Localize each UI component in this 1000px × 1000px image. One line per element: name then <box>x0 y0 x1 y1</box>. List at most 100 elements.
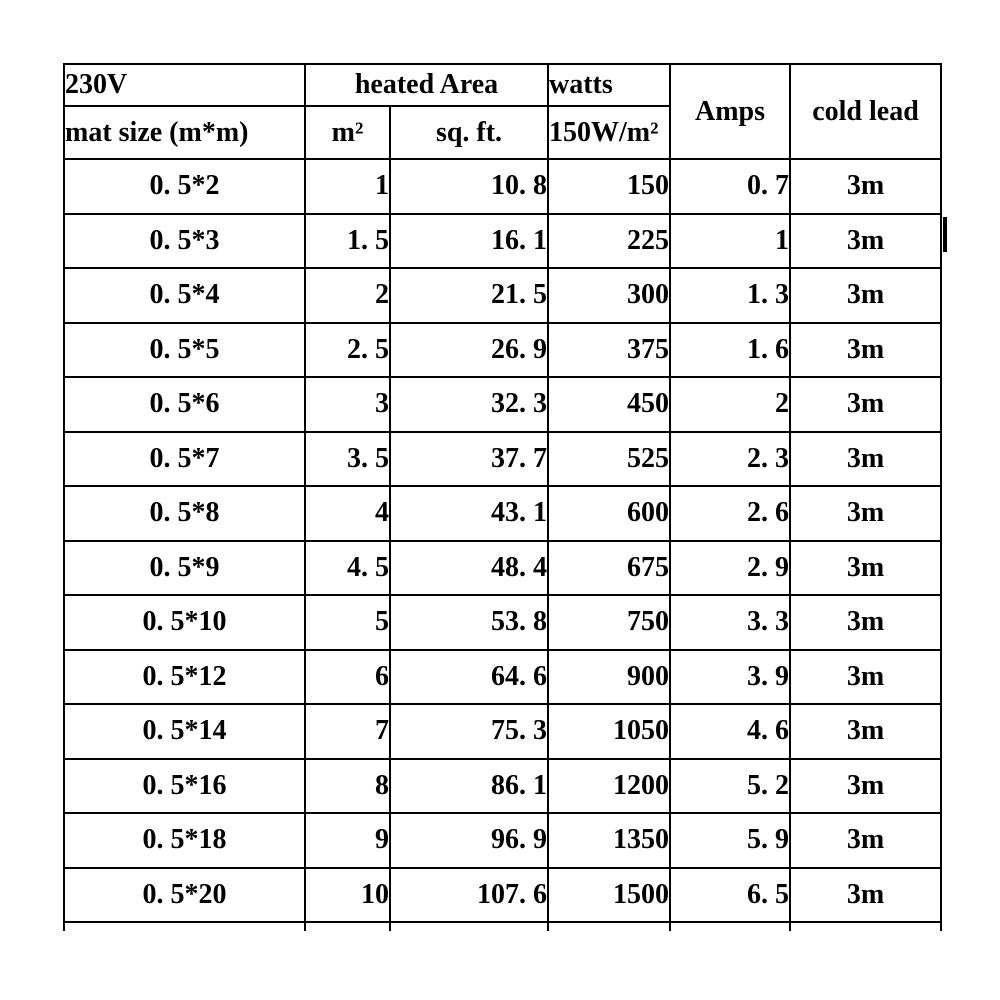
table-row: 0. 5*6 3 32. 3 450 2 3m <box>63 376 942 433</box>
table-cell: 26. 9 <box>389 321 549 378</box>
table-cell: 3m <box>789 757 942 814</box>
table-cell: 2. 9 <box>669 539 791 596</box>
table-cell: 0. 7 <box>669 158 791 215</box>
table-row: 0. 5*16 8 86. 1 1200 5. 2 3m <box>63 757 942 814</box>
table-cell: 300 <box>547 267 671 324</box>
table-cell: 4. 5 <box>304 539 391 596</box>
table-cell: 600 <box>547 485 671 542</box>
table-cell: 1. 5 <box>304 212 391 269</box>
table-cell: 4 <box>304 485 391 542</box>
stub-cell <box>547 921 671 931</box>
table-cell: 3m <box>789 703 942 760</box>
header-heated-area: heated Area <box>304 63 549 107</box>
table-row: 0. 5*4 2 21. 5 300 1. 3 3m <box>63 267 942 324</box>
table-row: 0. 5*5 2. 5 26. 9 375 1. 6 3m <box>63 321 942 378</box>
table-cell: 0. 5*7 <box>63 430 306 487</box>
table-cell: 3. 9 <box>669 648 791 705</box>
table-cell: 3 <box>304 376 391 433</box>
table-cell: 10. 8 <box>389 158 549 215</box>
header-watts-density: 150W/m² <box>547 105 671 160</box>
table-cell: 0. 5*10 <box>63 594 306 651</box>
header-m2: m² <box>304 105 391 160</box>
table-cell: 900 <box>547 648 671 705</box>
stub-cell <box>63 921 306 931</box>
table-row: 0. 5*10 5 53. 8 750 3. 3 3m <box>63 594 942 651</box>
table-cell: 3. 5 <box>304 430 391 487</box>
table-cell: 0. 5*6 <box>63 376 306 433</box>
table-cell: 43. 1 <box>389 485 549 542</box>
table-cell: 86. 1 <box>389 757 549 814</box>
table-cell: 3m <box>789 594 942 651</box>
table-cell: 3m <box>789 212 942 269</box>
stub-cell <box>389 921 549 931</box>
table-cell: 1500 <box>547 866 671 923</box>
table-cell: 0. 5*2 <box>63 158 306 215</box>
table-cell: 2. 3 <box>669 430 791 487</box>
spec-table: 230V heated Area watts Amps cold lead ma… <box>63 63 942 931</box>
stub-cell <box>304 921 391 931</box>
table-cell: 9 <box>304 812 391 869</box>
table-cell: 32. 3 <box>389 376 549 433</box>
table-cell: 5. 2 <box>669 757 791 814</box>
table-cell: 1050 <box>547 703 671 760</box>
table-cell: 4. 6 <box>669 703 791 760</box>
table-cell: 2 <box>304 267 391 324</box>
table-cell: 6. 5 <box>669 866 791 923</box>
table-cell: 450 <box>547 376 671 433</box>
table-cell: 5. 9 <box>669 812 791 869</box>
table-cell: 0. 5*14 <box>63 703 306 760</box>
table-cell: 3m <box>789 267 942 324</box>
cutoff-stub-row <box>63 921 942 931</box>
table-cell: 0. 5*4 <box>63 267 306 324</box>
table-row: 0. 5*20 10 107. 6 1500 6. 5 3m <box>63 866 942 923</box>
table-cell: 3. 3 <box>669 594 791 651</box>
table-cell: 3m <box>789 430 942 487</box>
table-cell: 3m <box>789 866 942 923</box>
table-cell: 1. 6 <box>669 321 791 378</box>
table-cell: 3m <box>789 158 942 215</box>
table-cell: 3m <box>789 485 942 542</box>
table-row: 0. 5*12 6 64. 6 900 3. 9 3m <box>63 648 942 705</box>
table-cell: 0. 5*9 <box>63 539 306 596</box>
table-cell: 375 <box>547 321 671 378</box>
spec-table-body: 230V heated Area watts Amps cold lead ma… <box>63 63 942 931</box>
stub-cell <box>789 921 942 931</box>
header-row-2: mat size (m*m) m² sq. ft. 150W/m² <box>63 105 941 160</box>
table-cell: 1 <box>669 212 791 269</box>
table-cell: 750 <box>547 594 671 651</box>
table-cell: 7 <box>304 703 391 760</box>
table-cell: 1350 <box>547 812 671 869</box>
table-row: 0. 5*7 3. 5 37. 7 525 2. 3 3m <box>63 430 942 487</box>
table-row: 0. 5*9 4. 5 48. 4 675 2. 9 3m <box>63 539 942 596</box>
table-cell: 16. 1 <box>389 212 549 269</box>
table-cell: 225 <box>547 212 671 269</box>
header-amps: Amps <box>669 63 791 160</box>
table-cell: 0. 5*5 <box>63 321 306 378</box>
table-cell: 2 <box>669 376 791 433</box>
table-cell: 48. 4 <box>389 539 549 596</box>
table-cell: 5 <box>304 594 391 651</box>
table-cell: 6 <box>304 648 391 705</box>
table-row: 0. 5*18 9 96. 9 1350 5. 9 3m <box>63 812 942 869</box>
table-cell: 96. 9 <box>389 812 549 869</box>
header-watts: watts <box>547 63 671 107</box>
table-cell: 0. 5*3 <box>63 212 306 269</box>
table-cell: 525 <box>547 430 671 487</box>
table-row: 0. 5*2 1 10. 8 150 0. 7 3m <box>63 158 942 215</box>
header-cold-lead: cold lead <box>789 63 942 160</box>
header-sqft: sq. ft. <box>389 105 549 160</box>
table-cell: 3m <box>789 539 942 596</box>
table-cell: 0. 5*8 <box>63 485 306 542</box>
table-cell: 3m <box>789 648 942 705</box>
table-cell: 64. 6 <box>389 648 549 705</box>
stub-cell <box>669 921 791 931</box>
table-cell: 0. 5*16 <box>63 757 306 814</box>
header-row-1: 230V heated Area watts Amps cold lead <box>63 63 942 160</box>
table-row: 0. 5*8 4 43. 1 600 2. 6 3m <box>63 485 942 542</box>
table-cell: 2. 5 <box>304 321 391 378</box>
header-mat-size: mat size (m*m) <box>63 105 306 160</box>
table-cell: 0. 5*12 <box>63 648 306 705</box>
stray-vertical-mark <box>943 217 947 252</box>
table-cell: 150 <box>547 158 671 215</box>
table-cell: 3m <box>789 321 942 378</box>
